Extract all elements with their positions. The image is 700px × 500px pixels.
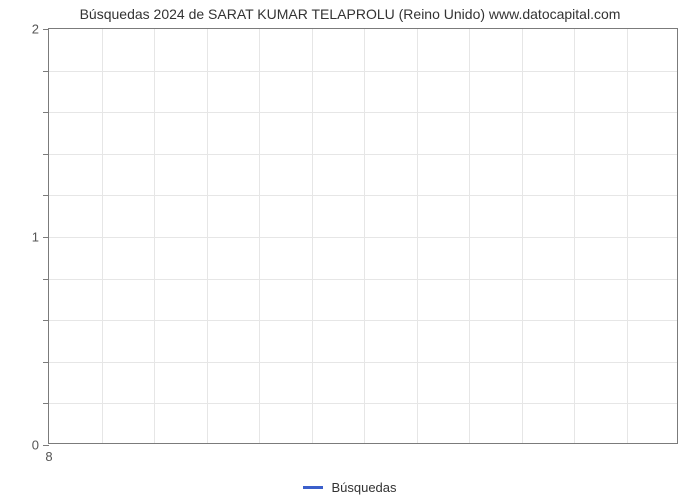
y-axis-tick (43, 195, 49, 196)
gridline-vertical (574, 29, 575, 443)
legend-label: Búsquedas (331, 480, 396, 495)
gridline-horizontal (49, 195, 677, 196)
y-axis-label: 1 (32, 230, 39, 245)
y-axis-tick (43, 29, 49, 30)
gridline-vertical (102, 29, 103, 443)
gridline-vertical (627, 29, 628, 443)
y-axis-tick (43, 403, 49, 404)
gridline-vertical (364, 29, 365, 443)
x-axis-label: 8 (45, 449, 52, 464)
y-axis-tick (43, 362, 49, 363)
legend: Búsquedas (0, 480, 700, 495)
gridline-horizontal (49, 154, 677, 155)
gridline-horizontal (49, 237, 677, 238)
gridline-vertical (312, 29, 313, 443)
gridline-vertical (469, 29, 470, 443)
y-axis-tick (43, 154, 49, 155)
plot-area: 8 012 (48, 28, 678, 444)
y-axis-tick (43, 445, 49, 446)
y-axis-label: 0 (32, 438, 39, 453)
gridline-horizontal (49, 320, 677, 321)
chart-container: Búsquedas 2024 de SARAT KUMAR TELAPROLU … (0, 0, 700, 500)
y-axis-tick (43, 320, 49, 321)
gridline-vertical (207, 29, 208, 443)
gridline-horizontal (49, 362, 677, 363)
gridline-horizontal (49, 112, 677, 113)
y-axis-tick (43, 237, 49, 238)
gridline-vertical (417, 29, 418, 443)
y-axis-label: 2 (32, 22, 39, 37)
y-axis-tick (43, 279, 49, 280)
y-axis-tick (43, 112, 49, 113)
gridline-vertical (259, 29, 260, 443)
legend-swatch (303, 486, 323, 489)
gridline-horizontal (49, 279, 677, 280)
gridline-horizontal (49, 71, 677, 72)
gridline-vertical (154, 29, 155, 443)
chart-title: Búsquedas 2024 de SARAT KUMAR TELAPROLU … (0, 6, 700, 22)
y-axis-tick (43, 71, 49, 72)
gridline-horizontal (49, 403, 677, 404)
gridline-vertical (522, 29, 523, 443)
